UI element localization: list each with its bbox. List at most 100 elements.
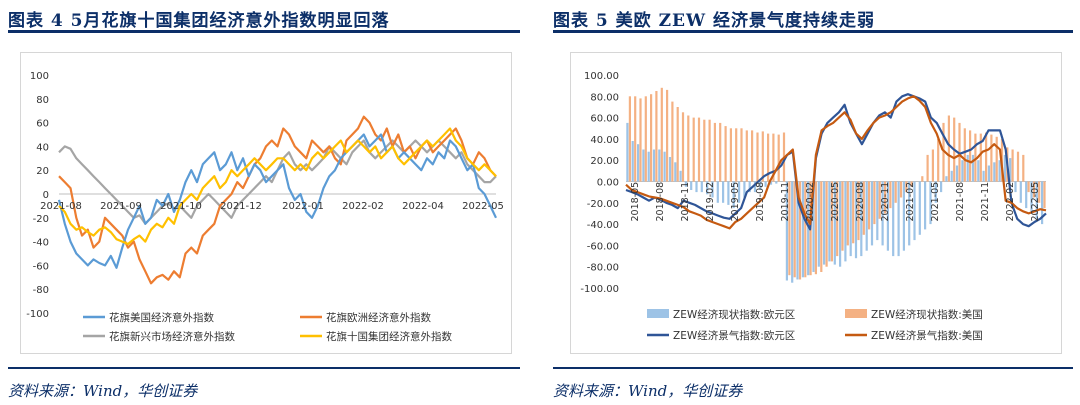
bar-0 [658, 149, 661, 182]
bar-0 [854, 181, 858, 259]
bar-0 [775, 181, 778, 184]
bar-0 [993, 162, 996, 182]
bar-0 [934, 181, 937, 203]
x-tick-label: 2022-05 [1030, 182, 1041, 222]
legend-label: ZEW经济景气指数:美国 [871, 329, 983, 342]
bar-1 [836, 181, 839, 257]
x-tick-label: 2021-05 [930, 182, 941, 222]
bar-1 [703, 119, 706, 182]
legend-label: ZEW经济景气指数:欧元区 [673, 329, 795, 342]
bar-1 [1016, 151, 1020, 182]
bar-1 [942, 122, 945, 182]
bar-1 [761, 131, 764, 182]
y-tick-label: 80 [36, 95, 49, 106]
y-tick-label: -20.00 [587, 199, 619, 210]
bar-0 [1030, 181, 1033, 214]
bar-0 [732, 181, 735, 209]
bar-1 [1038, 181, 1041, 203]
y-tick-label: -80.00 [587, 263, 619, 274]
bar-0 [892, 181, 895, 257]
legend-swatch [845, 309, 867, 318]
bar-1 [692, 117, 695, 182]
y-tick-label: 100.00 [584, 71, 619, 82]
x-tick-label: 2021-08 [955, 182, 966, 222]
bar-0 [881, 181, 884, 246]
bar-1 [985, 132, 988, 182]
bar-1 [1022, 154, 1025, 182]
bar-0 [791, 181, 794, 283]
bar-0 [738, 181, 741, 203]
bar-0 [902, 181, 905, 251]
y-tick-label: -60 [33, 261, 49, 272]
bar-1 [873, 181, 876, 225]
x-tick-label: 2021-09 [100, 201, 142, 212]
bar-0 [945, 176, 948, 182]
bar-1 [708, 119, 711, 182]
bar-0 [764, 181, 767, 187]
bar-0 [955, 165, 959, 182]
bar-1 [650, 94, 653, 182]
bar-1 [846, 181, 849, 246]
bar-0 [753, 181, 757, 193]
bar-0 [748, 181, 751, 193]
bar-0 [1014, 181, 1017, 193]
legend-label: 花旗十国集团经济意外指数 [326, 330, 452, 343]
bar-0 [700, 181, 703, 193]
bar-1 [788, 181, 791, 276]
y-tick-label: -100.00 [580, 284, 619, 295]
bar-1 [804, 181, 807, 278]
bar-1 [756, 132, 759, 182]
bar-1 [841, 181, 844, 251]
bar-1 [910, 181, 913, 187]
bar-1 [974, 133, 977, 182]
x-tick-label: 2022-04 [402, 201, 444, 212]
x-tick-label: 2018-08 [655, 182, 666, 222]
bar-1 [899, 181, 903, 198]
y-tick-label: 20 [36, 166, 49, 177]
x-tick-label: 2020-05 [830, 182, 841, 222]
bar-0 [971, 154, 975, 182]
bar-0 [1003, 154, 1006, 182]
series-line-0 [57, 133, 497, 269]
bar-0 [977, 160, 980, 182]
bar-0 [668, 157, 672, 182]
x-tick-label: 2021-02 [905, 182, 916, 222]
bar-0 [839, 181, 842, 267]
left-chart-title: 图表 4 5月花旗十国集团经济意外指数明显回落 [8, 11, 390, 31]
legend-label: 花旗美国经济意外指数 [109, 311, 214, 324]
bar-1 [719, 122, 722, 182]
bar-0 [801, 181, 804, 278]
legend-label: ZEW经济现状指数:美国 [871, 308, 983, 321]
bar-0 [870, 181, 874, 246]
x-tick-label: 2019-02 [705, 182, 716, 222]
bar-1 [687, 115, 690, 182]
y-tick-label: 0.00 [597, 178, 619, 189]
left-chart-svg: 100 80 60 40 20 0 -20 -40 -60 -80 -100 2021-08 2021-… [26, 71, 504, 343]
y-tick-label: 20.00 [590, 156, 619, 167]
bar-1 [868, 181, 871, 230]
bar-0 [743, 181, 746, 198]
x-tick-label: 2018-05 [630, 182, 641, 222]
bar-0 [961, 160, 964, 182]
bar-0 [918, 181, 921, 235]
bar-1 [729, 128, 732, 182]
bar-1 [644, 96, 647, 182]
bar-0 [982, 170, 985, 182]
bar-1 [825, 181, 828, 267]
bar-1 [697, 117, 701, 182]
bar-0 [759, 181, 762, 190]
bar-1 [767, 133, 770, 182]
bar-0 [722, 181, 725, 203]
bar-0 [817, 181, 820, 267]
bar-1 [751, 130, 754, 182]
x-tick-label: 2021-08 [40, 201, 82, 212]
bar-1 [660, 87, 663, 182]
bar-1 [814, 181, 817, 275]
x-tick-label: 2020-08 [855, 182, 866, 222]
bar-0 [652, 149, 656, 182]
bar-1 [1032, 181, 1035, 198]
bar-1 [1043, 181, 1046, 209]
bar-0 [796, 181, 799, 280]
bar-1 [969, 130, 972, 182]
bar-0 [876, 181, 879, 241]
